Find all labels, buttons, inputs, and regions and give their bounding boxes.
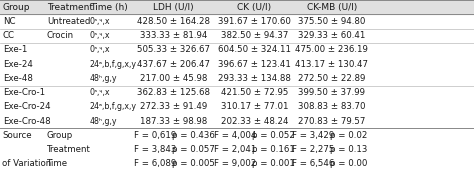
- Text: 428.50 ± 164.28: 428.50 ± 164.28: [137, 17, 210, 26]
- Text: of Variation: of Variation: [2, 159, 52, 168]
- Text: F = 4,004: F = 4,004: [214, 131, 256, 140]
- Text: 48ʰ,g,y: 48ʰ,g,y: [90, 117, 117, 126]
- Text: NC: NC: [3, 17, 15, 26]
- Text: F = 6,546: F = 6,546: [292, 159, 335, 168]
- Text: 399.50 ± 37.99: 399.50 ± 37.99: [298, 88, 365, 97]
- Text: 475.00 ± 236.19: 475.00 ± 236.19: [295, 45, 368, 54]
- Text: 270.83 ± 79.57: 270.83 ± 79.57: [298, 117, 365, 126]
- Text: Exe-Cro-48: Exe-Cro-48: [3, 117, 50, 126]
- Text: p = 0.057: p = 0.057: [172, 145, 214, 154]
- Text: F = 3,429: F = 3,429: [292, 131, 335, 140]
- Text: 24ᵃ,b,f,g,x,y: 24ᵃ,b,f,g,x,y: [90, 60, 137, 69]
- Text: p = 0.13: p = 0.13: [330, 145, 367, 154]
- Text: 217.00 ± 45.98: 217.00 ± 45.98: [140, 74, 208, 83]
- Text: 396.67 ± 123.41: 396.67 ± 123.41: [218, 60, 291, 69]
- Text: 333.33 ± 81.94: 333.33 ± 81.94: [140, 31, 208, 40]
- Text: Time (h): Time (h): [90, 3, 128, 12]
- Text: CK (U/l): CK (U/l): [237, 3, 271, 12]
- Text: 505.33 ± 326.67: 505.33 ± 326.67: [137, 45, 210, 54]
- Text: F = 0,619: F = 0,619: [134, 131, 176, 140]
- Text: Treatment: Treatment: [47, 3, 93, 12]
- Text: Exe-24: Exe-24: [3, 60, 33, 69]
- Text: 0ᵃ,ᶣ,x: 0ᵃ,ᶣ,x: [90, 17, 110, 26]
- Text: 421.50 ± 72.95: 421.50 ± 72.95: [220, 88, 288, 97]
- Text: CC: CC: [3, 31, 15, 40]
- Text: Exe-Cro-24: Exe-Cro-24: [3, 102, 50, 111]
- Text: Source: Source: [2, 131, 32, 140]
- Text: p = 0.00: p = 0.00: [330, 159, 367, 168]
- Bar: [0, 0, 474, 14]
- Text: 391.67 ± 170.60: 391.67 ± 170.60: [218, 17, 291, 26]
- Text: 293.33 ± 134.88: 293.33 ± 134.88: [218, 74, 291, 83]
- Text: p = 0.436: p = 0.436: [172, 131, 214, 140]
- Text: 0ᵃ,ᶣ,x: 0ᵃ,ᶣ,x: [90, 45, 110, 54]
- Text: F = 9,002: F = 9,002: [214, 159, 256, 168]
- Text: F = 2,275: F = 2,275: [292, 145, 335, 154]
- Text: F = 3,843: F = 3,843: [134, 145, 176, 154]
- Text: 187.33 ± 98.98: 187.33 ± 98.98: [140, 117, 207, 126]
- Text: p = 0.052: p = 0.052: [252, 131, 294, 140]
- Text: 48ʰ,g,y: 48ʰ,g,y: [90, 74, 117, 83]
- Text: 272.33 ± 91.49: 272.33 ± 91.49: [140, 102, 207, 111]
- Text: Exe-48: Exe-48: [3, 74, 33, 83]
- Text: 604.50 ± 324.11: 604.50 ± 324.11: [218, 45, 291, 54]
- Text: 310.17 ± 77.01: 310.17 ± 77.01: [220, 102, 288, 111]
- Text: 375.50 ± 94.80: 375.50 ± 94.80: [298, 17, 365, 26]
- Text: 0ᵃ,ᶣ,x: 0ᵃ,ᶣ,x: [90, 88, 110, 97]
- Text: Untreated: Untreated: [47, 17, 91, 26]
- Text: 24ᵃ,b,f,g,x,y: 24ᵃ,b,f,g,x,y: [90, 102, 137, 111]
- Text: F = 6,089: F = 6,089: [134, 159, 176, 168]
- Text: Exe-1: Exe-1: [3, 45, 27, 54]
- Text: 413.17 ± 130.47: 413.17 ± 130.47: [295, 60, 368, 69]
- Text: 202.33 ± 48.24: 202.33 ± 48.24: [220, 117, 288, 126]
- Text: Treatment: Treatment: [47, 145, 91, 154]
- Text: LDH (U/l): LDH (U/l): [154, 3, 194, 12]
- Text: Group: Group: [3, 3, 30, 12]
- Text: Exe-Cro-1: Exe-Cro-1: [3, 88, 45, 97]
- Text: 362.83 ± 125.68: 362.83 ± 125.68: [137, 88, 210, 97]
- Text: Crocin: Crocin: [47, 31, 74, 40]
- Text: F = 2,041: F = 2,041: [214, 145, 256, 154]
- Text: 437.67 ± 206.47: 437.67 ± 206.47: [137, 60, 210, 69]
- Text: p = 0.001: p = 0.001: [252, 159, 294, 168]
- Text: 382.50 ± 94.37: 382.50 ± 94.37: [220, 31, 288, 40]
- Text: p = 0.005: p = 0.005: [172, 159, 214, 168]
- Text: 329.33 ± 60.41: 329.33 ± 60.41: [298, 31, 365, 40]
- Text: 272.50 ± 22.89: 272.50 ± 22.89: [298, 74, 365, 83]
- Text: p = 0.02: p = 0.02: [330, 131, 367, 140]
- Text: CK-MB (U/l): CK-MB (U/l): [307, 3, 357, 12]
- Text: Time: Time: [47, 159, 68, 168]
- Text: 0ᵃ,ᶣ,x: 0ᵃ,ᶣ,x: [90, 31, 110, 40]
- Text: p = 0.161: p = 0.161: [252, 145, 294, 154]
- Text: 308.83 ± 83.70: 308.83 ± 83.70: [298, 102, 365, 111]
- Text: Group: Group: [47, 131, 73, 140]
